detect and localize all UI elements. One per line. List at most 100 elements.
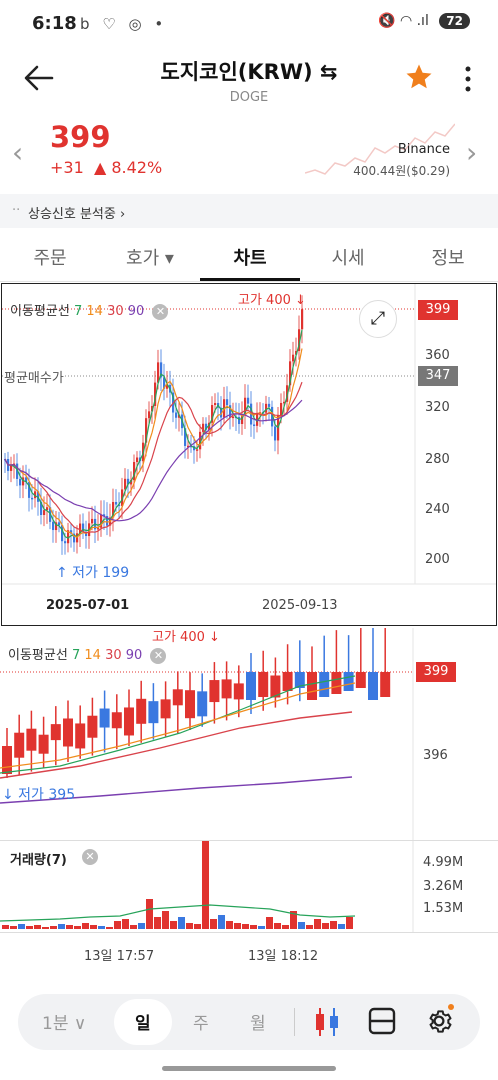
- y-tick: 1.53M: [423, 901, 464, 916]
- daily-candle: [220, 407, 223, 418]
- active-tab-indicator: [200, 278, 300, 281]
- daily-candle: [295, 350, 298, 355]
- daily-candle: [73, 533, 76, 543]
- tab-orderbook[interactable]: 호가 ▾: [126, 248, 174, 269]
- more-vertical-icon[interactable]: [463, 64, 473, 100]
- notification-dot: [448, 1004, 454, 1010]
- split-layout-icon[interactable]: [368, 1007, 396, 1039]
- moving-average-line: [0, 675, 356, 774]
- minute-candle: [209, 680, 220, 703]
- tab-info[interactable]: 정보: [431, 248, 465, 269]
- close-icon[interactable]: ✕: [150, 648, 167, 664]
- minute-candle: [185, 690, 195, 719]
- minute-candle: [26, 728, 37, 751]
- battery-icon: 72: [439, 13, 470, 29]
- y-tick: 396: [423, 748, 448, 763]
- daily-candle: [265, 403, 268, 413]
- period-day[interactable]: 일: [135, 1014, 151, 1034]
- daily-candle: [271, 406, 274, 427]
- exchange-price: 400.44원($0.29): [353, 164, 450, 178]
- daily-candle: [133, 462, 136, 481]
- minute-candle: [63, 718, 73, 747]
- candlestick-icon[interactable]: [314, 1006, 342, 1042]
- volume-bar: [42, 927, 49, 929]
- signal-bar[interactable]: ·· 상승신호 분석중 ›: [0, 194, 498, 228]
- daily-candle: [160, 362, 163, 378]
- daily-candle: [145, 418, 148, 443]
- daily-candle: [151, 405, 154, 412]
- high-label: 고가 400 ↓: [238, 293, 306, 308]
- avg-tag: 347: [418, 366, 458, 386]
- daily-candle: [58, 522, 61, 526]
- minute-candle: [50, 724, 61, 741]
- close-icon[interactable]: ✕: [82, 849, 98, 865]
- volume-bar: [162, 911, 169, 929]
- minute-chart[interactable]: 이동평균선 7 14 30 90 ✕ 고가 400 ↓ ↓ 저가 395 399…: [0, 626, 498, 840]
- ma-14: 14: [84, 648, 101, 663]
- volume-bar: [306, 925, 313, 929]
- volume-bar: [18, 924, 25, 929]
- volume-bar: [314, 919, 321, 929]
- tab-order[interactable]: 주문: [33, 248, 67, 269]
- daily-candle: [229, 405, 232, 418]
- exchange-name: Binance: [397, 142, 450, 157]
- interval-select[interactable]: 1분 ∨: [42, 1014, 87, 1034]
- page-subtitle: DOGE: [229, 90, 269, 105]
- page-title[interactable]: 도지코인(KRW) ⇆: [160, 60, 338, 84]
- minute-candle: [294, 672, 305, 688]
- y-tick: 200: [425, 552, 450, 567]
- minute-candle: [307, 672, 317, 700]
- change-percent: ▲ 8.42%: [93, 158, 163, 177]
- daily-candle: [31, 497, 34, 500]
- tab-chart[interactable]: 차트: [233, 248, 267, 269]
- period-month[interactable]: 월: [250, 1014, 266, 1034]
- volume-bar: [122, 919, 129, 929]
- daily-candle: [61, 525, 64, 542]
- star-icon[interactable]: [404, 62, 434, 100]
- daily-candle: [106, 516, 109, 526]
- volume-bar: [234, 923, 241, 929]
- volume-bar: [202, 841, 209, 929]
- volume-bar: [98, 926, 105, 929]
- volume-label: 거래량(7): [10, 853, 67, 868]
- home-indicator: [162, 1066, 336, 1071]
- tab-quote[interactable]: 시세: [331, 248, 365, 269]
- daily-candle: [115, 502, 118, 505]
- period-active-bg: [114, 999, 172, 1045]
- daily-candle: [157, 362, 160, 383]
- chevron-right-icon[interactable]: ›: [466, 136, 478, 169]
- arrow-left-icon[interactable]: [22, 62, 56, 102]
- daily-candle: [64, 541, 67, 544]
- daily-candle: [241, 415, 244, 425]
- daily-candle: [154, 382, 157, 406]
- moving-average-line: [0, 682, 356, 769]
- volume-bar: [290, 911, 297, 929]
- volume-bar: [322, 923, 329, 929]
- ma-14: 14: [86, 304, 103, 319]
- daily-candle: [298, 329, 301, 351]
- daily-candle: [268, 403, 271, 407]
- high-label: 고가 400 ↓: [152, 626, 220, 645]
- price-summary: ‹ 399 +31 ▲ 8.42% Binance 400.44원($0.29)…: [0, 114, 498, 194]
- daily-candle: [70, 530, 73, 534]
- daily-candle: [205, 423, 208, 430]
- expand-icon[interactable]: ⤢: [359, 300, 397, 338]
- minute-candle: [136, 698, 147, 724]
- volume-chart[interactable]: 거래량(7) ✕ 4.99M 3.26M 1.53M: [0, 840, 498, 933]
- daily-candle: [208, 422, 211, 430]
- period-week[interactable]: 주: [193, 1014, 209, 1034]
- daily-candle: [280, 402, 283, 416]
- daily-chart[interactable]: 이동평균선 7 14 30 90 ✕ 고가 400 ↓ ↑ 저가 199 평균매…: [1, 283, 497, 626]
- x-label: 2025-09-13: [262, 598, 338, 613]
- minute-candle: [246, 672, 256, 700]
- daily-candle: [82, 523, 85, 532]
- gear-icon[interactable]: [424, 1004, 454, 1040]
- daily-candle: [253, 424, 256, 426]
- minute-candle: [172, 689, 183, 706]
- daily-candle: [193, 446, 196, 451]
- volume-bar: [266, 917, 273, 929]
- daily-candle: [40, 501, 43, 515]
- chevron-left-icon[interactable]: ‹: [12, 136, 24, 169]
- daily-chart-canvas: [2, 284, 496, 585]
- close-icon[interactable]: ✕: [152, 304, 169, 320]
